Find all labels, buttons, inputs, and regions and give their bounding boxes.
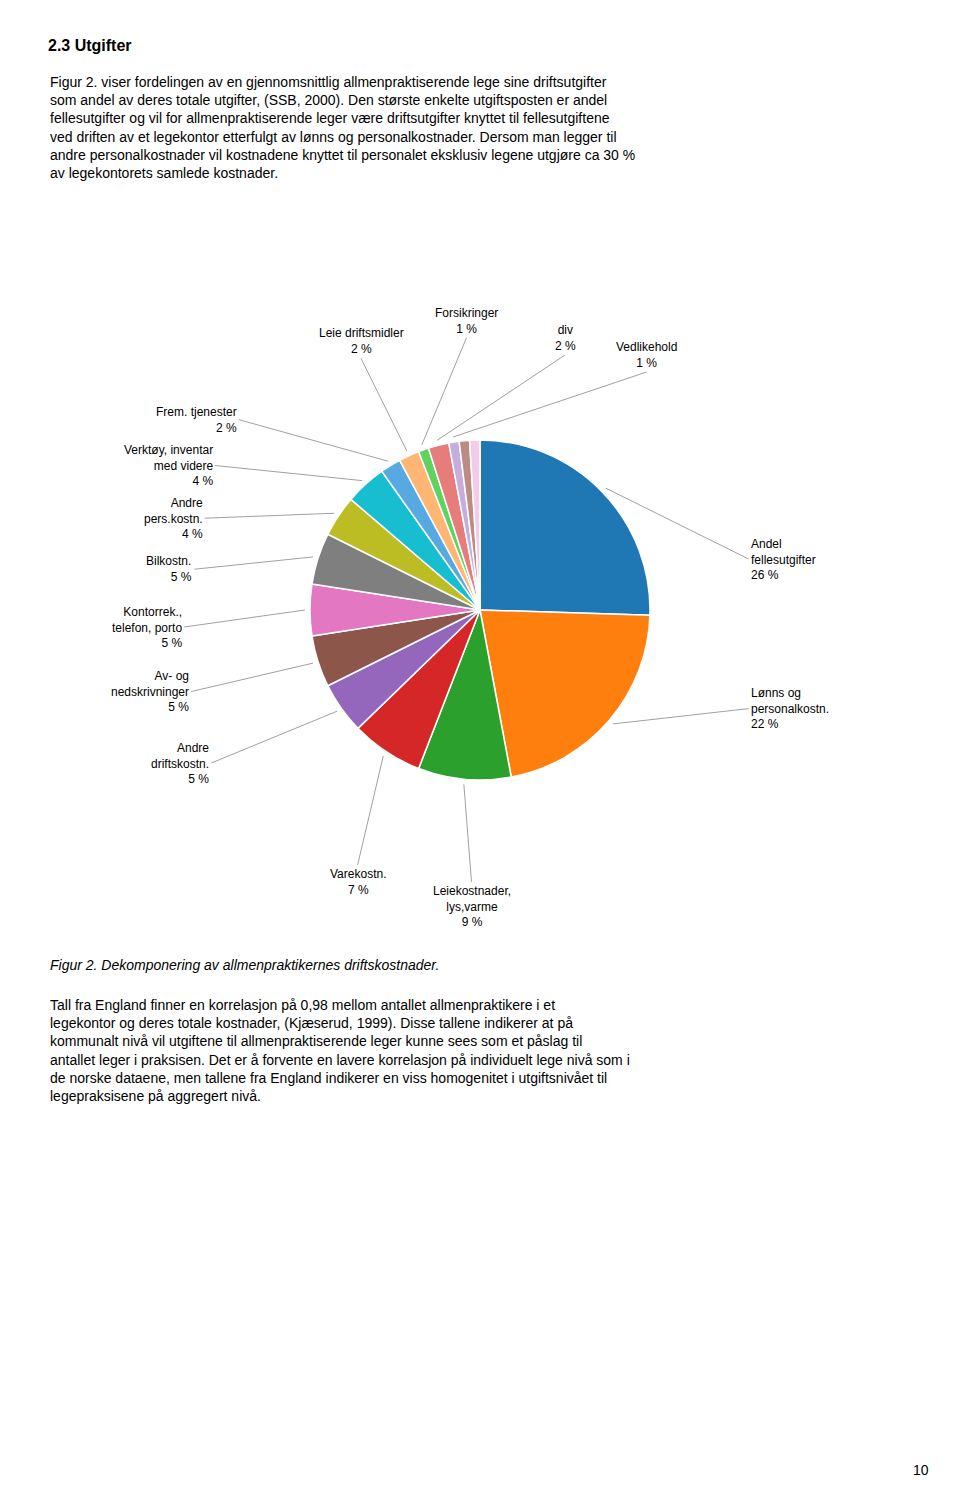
svg-text:Lønns ogpersonalkostn.22 %: Lønns ogpersonalkostn.22 %	[751, 686, 829, 731]
svg-text:Andrepers.kostn.4 %: Andrepers.kostn.4 %	[144, 496, 203, 541]
svg-text:Andelfellesutgifter26 %: Andelfellesutgifter26 %	[751, 537, 816, 582]
svg-text:10: 10	[913, 1462, 929, 1478]
svg-text:Tall fra England finner en kor: Tall fra England finner en korrelasjon p…	[50, 997, 630, 1104]
svg-text:Kontorrek.,telefon, porto5 %: Kontorrek.,telefon, porto5 %	[112, 605, 182, 650]
svg-text:Figur 2. Dekomponering av allm: Figur 2. Dekomponering av allmenpraktike…	[50, 957, 439, 973]
svg-text:Figur 2. viser fordelingen av: Figur 2. viser fordelingen av en gjennom…	[50, 74, 635, 181]
svg-text:Varekostn.7 %: Varekostn.7 %	[330, 867, 386, 897]
svg-text:Av- ognedskrivninger5 %: Av- ognedskrivninger5 %	[111, 669, 189, 714]
svg-text:Verktøy, inventarmed videre4 %: Verktøy, inventarmed videre4 %	[124, 443, 213, 488]
svg-text:div2 %: div2 %	[555, 323, 576, 353]
svg-text:Vedlikehold1 %: Vedlikehold1 %	[616, 340, 677, 370]
svg-text:Forsikringer1 %: Forsikringer1 %	[435, 306, 498, 336]
svg-text:Frem. tjenester2 %: Frem. tjenester2 %	[156, 405, 237, 435]
svg-text:2.3 Utgifter: 2.3 Utgifter	[48, 37, 132, 54]
svg-text:Andredriftskostn.5 %: Andredriftskostn.5 %	[151, 741, 209, 786]
svg-text:Leiekostnader,lys,varme9 %: Leiekostnader,lys,varme9 %	[433, 884, 511, 929]
svg-text:Leie driftsmidler2 %: Leie driftsmidler2 %	[319, 326, 404, 356]
svg-text:Bilkostn.5 %: Bilkostn.5 %	[146, 554, 192, 584]
